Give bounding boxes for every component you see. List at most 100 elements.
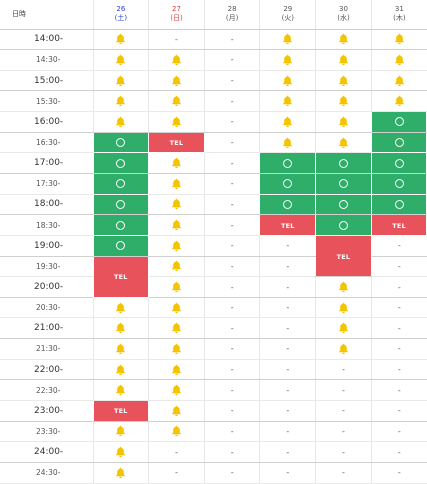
slot-available[interactable] [315, 214, 372, 236]
slot-few-left[interactable] [148, 111, 205, 133]
circle-icon [116, 158, 126, 168]
slot-few-left[interactable] [92, 338, 149, 360]
slot-available[interactable] [315, 152, 372, 174]
circle-icon [394, 117, 404, 127]
slot-few-left[interactable] [148, 317, 205, 340]
slot-available[interactable] [315, 172, 372, 195]
slot-few-left[interactable] [315, 338, 372, 360]
slot-few-left[interactable] [259, 29, 316, 51]
slot-few-left[interactable] [92, 111, 149, 133]
bell-icon [339, 343, 348, 355]
dash-mark: - [286, 365, 290, 375]
slot-available[interactable] [370, 131, 427, 154]
slot-few-left[interactable] [92, 317, 149, 340]
slot-few-left[interactable] [370, 49, 427, 71]
slot-few-left[interactable] [315, 70, 372, 92]
slot-few-left[interactable] [92, 379, 149, 402]
slot-available[interactable] [92, 193, 150, 216]
slot-available[interactable] [370, 172, 427, 195]
slot-few-left[interactable] [148, 49, 205, 71]
slot-few-left[interactable] [148, 152, 205, 174]
slot-few-left[interactable] [148, 235, 205, 257]
slot-few-left[interactable] [148, 214, 205, 236]
slot-few-left[interactable] [92, 421, 149, 443]
slot-unavailable: - [370, 338, 427, 360]
slot-few-left[interactable] [315, 90, 372, 113]
bell-icon [283, 116, 293, 128]
slot-few-left[interactable] [315, 317, 372, 340]
bell-icon [116, 95, 126, 107]
slot-few-left[interactable] [315, 276, 372, 298]
slot-few-left[interactable] [259, 111, 316, 133]
slot-few-left[interactable] [148, 276, 205, 298]
slot-available[interactable] [370, 193, 427, 216]
slot-unavailable: - [370, 359, 427, 381]
slot-few-left[interactable] [370, 70, 427, 92]
slot-available[interactable] [92, 234, 150, 257]
slot-few-left[interactable] [148, 194, 205, 216]
slot-few-left[interactable] [92, 441, 149, 463]
day-weekday: (木) [393, 14, 406, 23]
slot-few-left[interactable] [370, 29, 427, 51]
slot-tel[interactable]: TEL [315, 234, 372, 278]
slot-few-left[interactable] [148, 173, 205, 195]
bell-icon [339, 95, 348, 107]
bell-icon [339, 137, 348, 148]
slot-few-left[interactable] [370, 90, 427, 113]
slot-few-left[interactable] [259, 49, 316, 71]
slot-available[interactable] [259, 172, 317, 195]
slot-few-left[interactable] [92, 90, 149, 113]
slot-few-left[interactable] [148, 379, 205, 402]
slot-few-left[interactable] [315, 49, 372, 71]
bell-icon [116, 343, 126, 355]
slot-unavailable: - [259, 379, 316, 402]
slot-few-left[interactable] [315, 111, 372, 133]
circle-icon [338, 179, 348, 189]
slot-unavailable: - [203, 421, 260, 443]
slot-few-left[interactable] [148, 256, 205, 278]
slot-few-left[interactable] [148, 400, 205, 422]
slot-available[interactable] [92, 152, 150, 174]
bell-icon [283, 34, 293, 45]
slot-available[interactable] [92, 172, 150, 195]
slot-available[interactable] [315, 193, 372, 216]
slot-few-left[interactable] [92, 70, 149, 92]
slot-unavailable: - [259, 359, 316, 381]
slot-few-left[interactable] [92, 49, 149, 71]
dash-mark: - [342, 468, 345, 478]
slot-few-left[interactable] [148, 421, 205, 443]
slot-few-left[interactable] [315, 132, 372, 154]
slot-few-left[interactable] [259, 70, 316, 92]
slot-few-left[interactable] [148, 90, 205, 113]
slot-available[interactable] [259, 152, 317, 174]
slot-tel[interactable]: TEL [148, 131, 205, 154]
slot-available[interactable] [259, 193, 317, 216]
slot-few-left[interactable] [259, 90, 316, 113]
slot-few-left[interactable] [92, 29, 149, 51]
slot-few-left[interactable] [148, 338, 205, 360]
slot-tel[interactable]: TEL [259, 214, 317, 236]
bell-icon [339, 323, 348, 334]
bell-icon [116, 54, 126, 66]
slot-tel[interactable]: TEL [92, 400, 150, 422]
slot-few-left[interactable] [148, 359, 205, 381]
slot-few-left[interactable] [148, 297, 205, 319]
bell-icon [339, 75, 348, 86]
slot-few-left[interactable] [92, 297, 149, 319]
time-slot-row: 16:30- TEL - [0, 131, 427, 154]
slot-few-left[interactable] [259, 132, 316, 154]
time-slot-row: 23:30- - - - - [0, 421, 427, 443]
slot-few-left[interactable] [315, 297, 372, 319]
bell-icon [172, 199, 181, 210]
slot-tel[interactable]: TEL [92, 255, 150, 298]
slot-few-left[interactable] [148, 70, 205, 92]
slot-tel[interactable]: TEL [370, 214, 427, 236]
slot-available[interactable] [370, 152, 427, 174]
time-slot-row: 14:00- - - [0, 29, 427, 51]
slot-few-left[interactable] [92, 359, 149, 381]
slot-few-left[interactable] [315, 29, 372, 51]
slot-unavailable: - [315, 379, 372, 402]
slot-available[interactable] [92, 131, 150, 154]
slot-available[interactable] [370, 111, 427, 133]
slot-available[interactable] [92, 214, 150, 236]
